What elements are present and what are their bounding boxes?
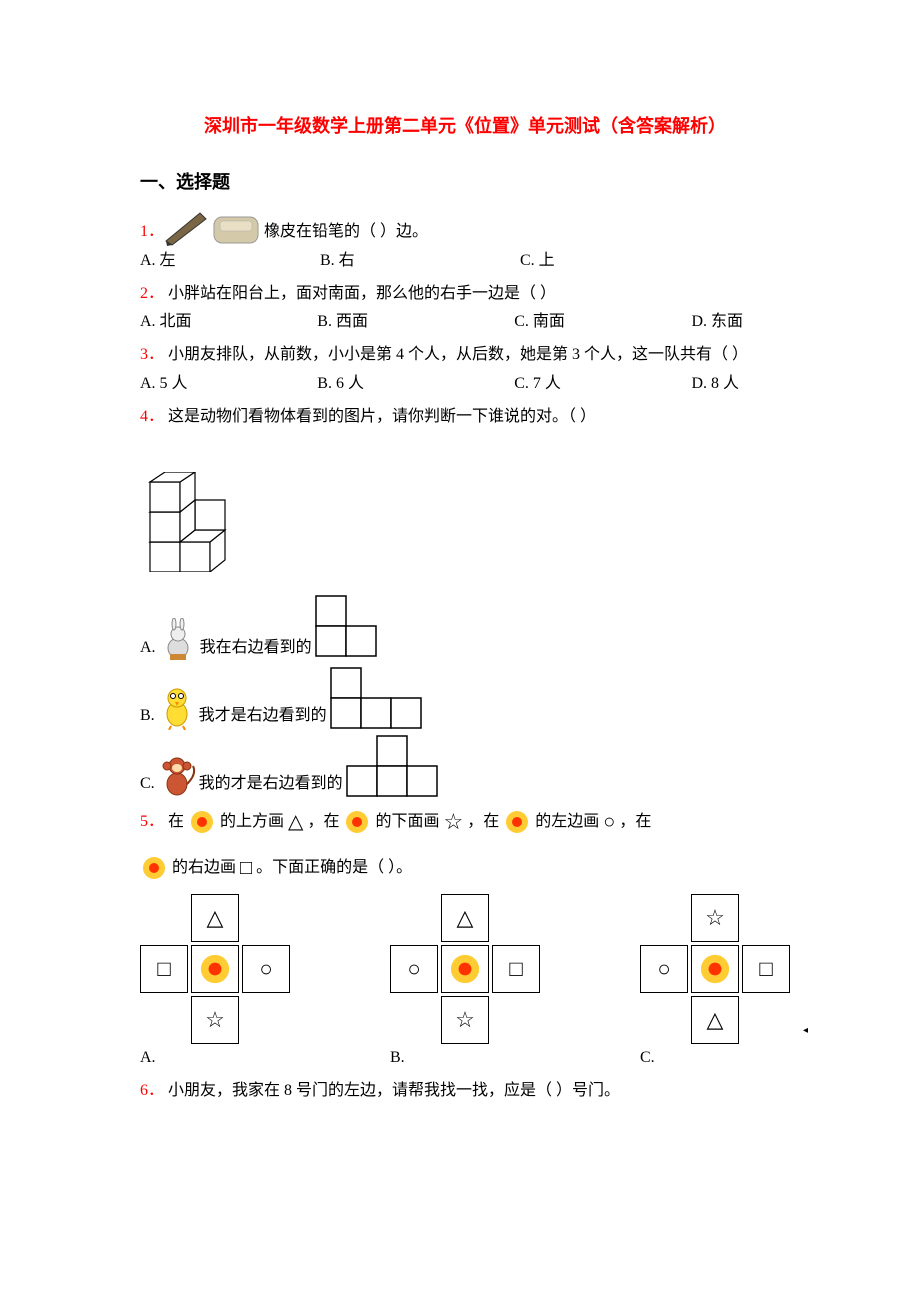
q2-text: 小胖站在阳台上，面对南面，那么他的右手一边是（ ） [168,285,556,302]
q5-opt-b: △ ○ □ ☆ B. [390,894,540,1073]
q1-options: A. 左 B. 右 C. 上 [140,247,790,276]
q6-text: 小朋友，我家在 8 号门的左边，请帮我找一找，应是（ ）号门。 [168,1082,620,1099]
q2-opt-d: D. 东面 [692,308,790,337]
q6-num: 6． [140,1082,164,1099]
cell-left: ○ [390,945,438,993]
flower-icon [188,808,216,836]
q5-t3: ，在 [307,808,339,837]
question-1: 1． 橡皮在铅笔的（ ）边。 A. 左 B. 右 C. 上 [140,207,790,276]
circle-icon: ○ [603,804,615,840]
q5-opt-a: △ □ ○ ☆ A. [140,894,290,1073]
caret-icon: ◂ [803,1022,808,1040]
flower-icon [503,808,531,836]
q4-a-label: A. [140,634,156,663]
rabbit-icon [158,618,198,662]
q4-opt-c: C. 我的才是右边看到的 [140,734,790,798]
q5-t2: 的上方画 [220,808,284,837]
bird-icon [157,686,197,730]
q4-a-shape-icon [312,592,382,662]
cell-center [191,945,239,993]
q5-t4: 的下面画 [375,808,439,837]
flower-icon [343,808,371,836]
question-6: 6． 小朋友，我家在 8 号门的左边，请帮我找一找，应是（ ）号门。 [140,1077,790,1106]
q5-t1: 在 [168,808,184,837]
monkey-icon [157,754,197,798]
q5-opt-c: ☆ ○ □ △ ◂ C. [640,894,790,1073]
cell-left: ○ [640,945,688,993]
q3-opt-c: C. 7 人 [514,370,691,399]
q1-opt-b: B. 右 [320,247,520,276]
q3-opt-a: A. 5 人 [140,370,317,399]
q1-num: 1． [140,218,164,247]
question-5: 5． 在 的上方画 △ ，在 的下面画 ☆ ，在 的左边画 ○ ，在 的右边画 … [140,802,790,1072]
q5-t5: ，在 [467,808,499,837]
q4-b-label: B. [140,702,155,731]
pencil-eraser-icon [164,207,260,247]
q4-opt-b: B. 我才是右边看到的 [140,666,790,730]
q5-t9: 。下面正确的是（ ）。 [256,854,412,883]
flower-icon [140,854,168,882]
section-header: 一、选择题 [140,166,790,198]
q5-num: 5． [140,808,164,837]
q5-t6: 的左边画 [535,808,599,837]
q1-opt-a: A. 左 [140,247,320,276]
question-2: 2． 小胖站在阳台上，面对南面，那么他的右手一边是（ ） A. 北面 B. 西面… [140,280,790,338]
cell-center [441,945,489,993]
q4-c-shape-icon [343,734,443,798]
q3-num: 3． [140,346,164,363]
cell-right: □ [492,945,540,993]
cell-left: □ [140,945,188,993]
q4-b-text: 我才是右边看到的 [199,702,327,731]
q4-num: 4． [140,408,164,425]
star-icon: ☆ [443,802,463,842]
q5-a-label: A. [140,1044,156,1073]
q5-t7: ，在 [619,808,651,837]
q2-options: A. 北面 B. 西面 C. 南面 D. 东面 [140,308,790,337]
q3-opt-d: D. 8 人 [692,370,790,399]
cell-bottom: ☆ [191,996,239,1044]
cell-right: □ [742,945,790,993]
cell-bottom: △ [691,996,739,1044]
q2-opt-b: B. 西面 [317,308,514,337]
page-title: 深圳市一年级数学上册第二单元《位置》单元测试（含答案解析） [140,110,790,142]
q1-opt-c: C. 上 [520,247,700,276]
question-4: 4． 这是动物们看物体看到的图片，请你判断一下谁说的对。（ ） [140,403,790,432]
q3-options: A. 5 人 B. 6 人 C. 7 人 D. 8 人 [140,370,790,399]
q4-a-text: 我在右边看到的 [200,634,312,663]
q4-b-shape-icon [327,666,427,730]
question-3: 3． 小朋友排队，从前数，小小是第 4 个人，从后数，她是第 3 个人，这一队共… [140,341,790,399]
q3-text: 小朋友排队，从前数，小小是第 4 个人，从后数，她是第 3 个人，这一队共有（ … [168,346,748,363]
q2-opt-c: C. 南面 [514,308,691,337]
cell-top: △ [441,894,489,942]
q3-opt-b: B. 6 人 [317,370,514,399]
square-icon: □ [240,850,252,886]
cell-right: ○ [242,945,290,993]
q1-text: 橡皮在铅笔的（ ）边。 [264,218,428,247]
cell-center [691,945,739,993]
q4-c-text: 我的才是右边看到的 [199,770,343,799]
q5-c-label: C. [640,1044,655,1073]
q4-opt-a: A. 我在右边看到的 [140,592,790,662]
triangle-icon: △ [288,804,303,840]
q2-opt-a: A. 北面 [140,308,317,337]
cell-bottom: ☆ [441,996,489,1044]
q5-b-label: B. [390,1044,405,1073]
q5-t8: 的右边画 [172,854,236,883]
cell-top: △ [191,894,239,942]
cell-top: ☆ [691,894,739,942]
q4-c-label: C. [140,770,155,799]
q2-num: 2． [140,285,164,302]
cube-3d-figure [140,472,790,583]
q4-text: 这是动物们看物体看到的图片，请你判断一下谁说的对。（ ） [168,408,596,425]
